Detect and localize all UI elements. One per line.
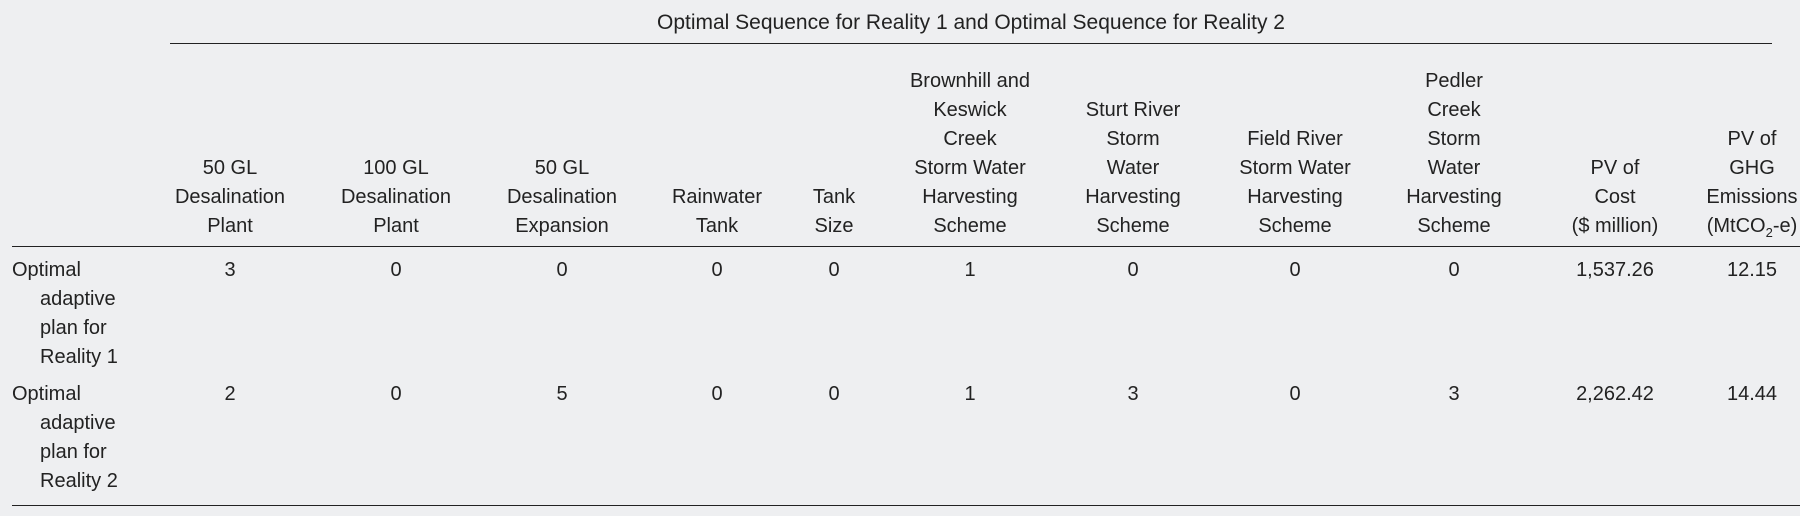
- column-header-line: Water: [1106, 157, 1160, 179]
- column-header-line: 100 GL: [363, 157, 429, 179]
- table-cell: 5: [556, 383, 568, 405]
- column-header: Rainwater Tank: [642, 0, 792, 241]
- row-label-line: Reality 1: [40, 346, 118, 368]
- column-header: Sturt River Storm Water Harvesting Scheme: [1058, 0, 1208, 241]
- column-header-line: Tank: [812, 186, 856, 208]
- column-header-line: Desalination: [340, 186, 452, 208]
- column-header-line: Plant: [207, 215, 253, 237]
- row-label-line: plan for: [40, 441, 107, 463]
- row-label-line: Optimal: [12, 259, 81, 281]
- column-header-line: Scheme: [933, 215, 1007, 237]
- header-rule: [12, 246, 1800, 247]
- spanning-header-rule: [170, 43, 1772, 44]
- results-table: Optimal Sequence for Reality 1 and Optim…: [12, 0, 1800, 516]
- column-header: 100 GL Desalination Plant: [321, 0, 471, 241]
- column-header: PV of Cost ($ million): [1540, 0, 1690, 241]
- column-header-line: Harvesting: [1085, 186, 1181, 208]
- column-header-line: Plant: [373, 215, 419, 237]
- column-header: 50 GL Desalination Expansion: [487, 0, 637, 241]
- table-cell: 3: [1448, 383, 1460, 405]
- column-header-line: Brownhill and: [909, 70, 1031, 92]
- column-header: Pedler Creek Storm Water Harvesting Scheme: [1379, 0, 1529, 241]
- table-cell: 0: [711, 259, 723, 281]
- column-header-line: Creek: [943, 128, 997, 150]
- column-header-line: PV of: [1727, 128, 1777, 150]
- spanning-header: Optimal Sequence for Reality 1 and Optim…: [656, 11, 1285, 34]
- table-cell: 0: [828, 383, 840, 405]
- column-header-line: Harvesting: [922, 186, 1018, 208]
- table-cell: 0: [1127, 259, 1139, 281]
- column-header-line: Keswick: [933, 99, 1007, 121]
- column-header-unit: (MtCO2-e): [1706, 215, 1798, 240]
- column-header-line: Scheme: [1417, 215, 1491, 237]
- column-header-line: Tank: [695, 215, 739, 237]
- column-header: PV of GHG Emissions (MtCO2-e): [1677, 0, 1800, 241]
- column-header-line: Field River: [1247, 128, 1343, 150]
- column-header-line: Rainwater: [671, 186, 763, 208]
- column-header-line: Storm: [1106, 128, 1160, 150]
- table-cell: 0: [828, 259, 840, 281]
- row-label: Optimal adaptive plan for Reality 1: [12, 256, 152, 372]
- column-header: Field River Storm Water Harvesting Scheme: [1220, 0, 1370, 241]
- column-header-line: Storm Water: [1239, 157, 1351, 179]
- column-header-line: Emissions: [1706, 186, 1798, 208]
- column-header-line: Scheme: [1258, 215, 1332, 237]
- column-header: 50 GL Desalination Plant: [155, 0, 305, 241]
- column-header-line: Creek: [1427, 99, 1481, 121]
- row-label-line: Optimal: [12, 383, 81, 405]
- column-header-line: 50 GL: [202, 157, 258, 179]
- column-header-line: Size: [814, 215, 854, 237]
- table-cell: 2,262.42: [1576, 383, 1654, 405]
- column-header-line: Expansion: [515, 215, 609, 237]
- column-header-line: Pedler: [1425, 70, 1483, 92]
- table-cell: 0: [711, 383, 723, 405]
- bottom-rule: [12, 505, 1800, 506]
- column-header-line: Sturt River: [1085, 99, 1181, 121]
- table-cell: 3: [224, 259, 236, 281]
- column-header-line: Cost: [1594, 186, 1636, 208]
- table-cell: 0: [390, 383, 402, 405]
- column-header: Tank Size: [759, 0, 909, 241]
- row-label: Optimal adaptive plan for Reality 2: [12, 380, 152, 496]
- row-label-line: adaptive: [40, 412, 116, 434]
- row-label-line: adaptive: [40, 288, 116, 310]
- column-header-line: Storm Water: [914, 157, 1026, 179]
- column-header-line: ($ million): [1571, 215, 1659, 237]
- column-header-line: PV of: [1590, 157, 1640, 179]
- table-cell: 1,537.26: [1576, 259, 1654, 281]
- row-label-line: plan for: [40, 317, 107, 339]
- column-header: Brownhill and Keswick Creek Storm Water Harv…: [895, 0, 1045, 241]
- table-cell: 0: [1448, 259, 1460, 281]
- table-cell: 3: [1127, 383, 1139, 405]
- row-label-line: Reality 2: [40, 470, 118, 492]
- table-cell: 1: [964, 383, 976, 405]
- column-header-line: Scheme: [1096, 215, 1170, 237]
- table-cell: 2: [224, 383, 236, 405]
- column-header-line: GHG: [1729, 157, 1775, 179]
- table-cell: 0: [1289, 259, 1301, 281]
- column-header-line: Water: [1427, 157, 1481, 179]
- column-header-line: Desalination: [506, 186, 618, 208]
- table-cell: 0: [1289, 383, 1301, 405]
- column-header-line: Harvesting: [1247, 186, 1343, 208]
- column-header-line: 50 GL: [534, 157, 590, 179]
- column-header-line: Harvesting: [1406, 186, 1502, 208]
- table-cell: 1: [964, 259, 976, 281]
- table-cell: 0: [390, 259, 402, 281]
- table-cell: 12.15: [1726, 259, 1778, 281]
- table-cell: 0: [556, 259, 568, 281]
- column-header-line: Storm: [1427, 128, 1481, 150]
- table-cell: 14.44: [1726, 383, 1778, 405]
- column-header-line: Desalination: [174, 186, 286, 208]
